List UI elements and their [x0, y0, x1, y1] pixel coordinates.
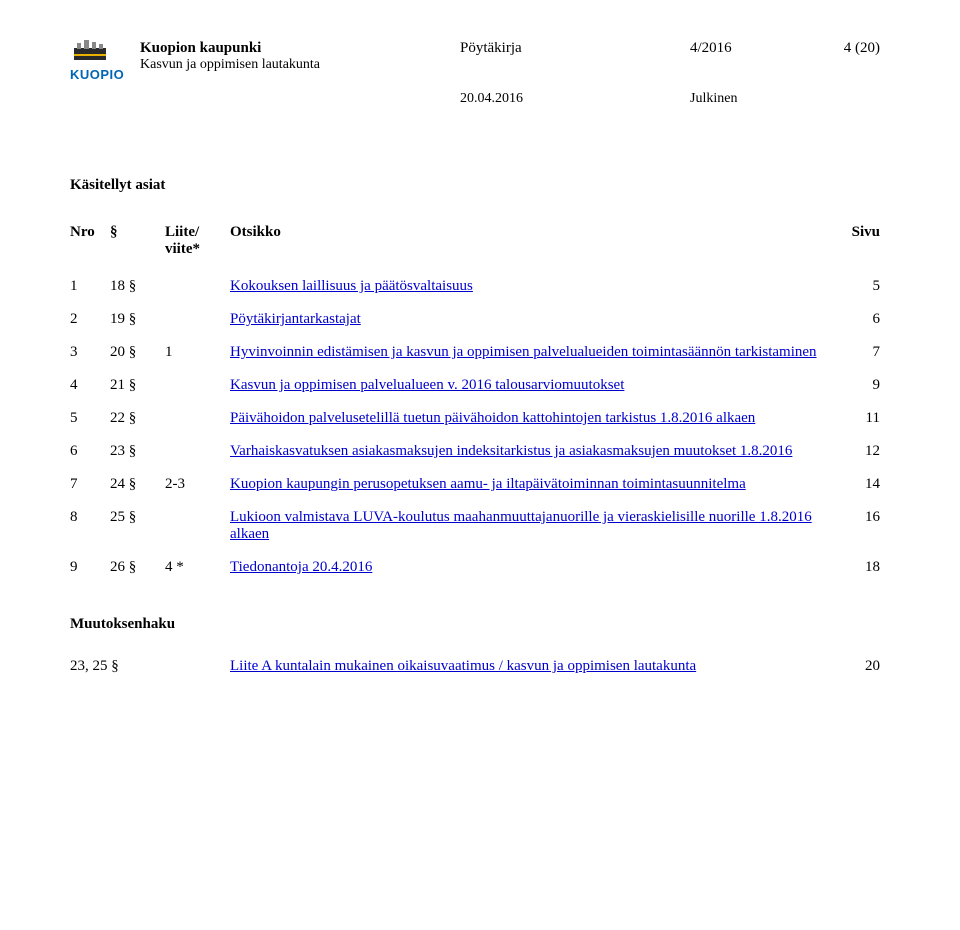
section-heading: Käsitellyt asiat: [70, 177, 880, 194]
item-page: 12: [830, 443, 880, 460]
table-row: 118 § Kokouksen laillisuus ja päätösvalta…: [70, 278, 880, 295]
item-link[interactable]: Pöytäkirjantarkastajat: [230, 311, 361, 327]
item-liite: 2-3: [165, 476, 230, 493]
col-liite: Liite/ viite*: [165, 224, 230, 258]
doc-type: Pöytäkirja: [460, 40, 690, 57]
item-section: 26 §: [110, 559, 165, 576]
item-page: 11: [830, 410, 880, 427]
item-title: Kokouksen laillisuus ja päätösvaltaisuus: [230, 278, 830, 295]
doc-public: Julkinen: [690, 91, 737, 107]
page-number: 4 (20): [780, 40, 880, 57]
item-section: 23 §: [110, 443, 165, 460]
muutos-page: 20: [830, 658, 880, 675]
org-subtitle: Kasvun ja oppimisen lautakunta: [140, 57, 880, 73]
item-nro: 4: [70, 377, 110, 394]
item-title: Kasvun ja oppimisen palvelualueen v. 201…: [230, 377, 830, 394]
item-link[interactable]: Lukioon valmistava LUVA-koulutus maahanm…: [230, 509, 812, 542]
item-page: 5: [830, 278, 880, 295]
item-nro: 8: [70, 509, 110, 526]
item-page: 9: [830, 377, 880, 394]
item-link[interactable]: Hyvinvoinnin edistämisen ja kasvun ja op…: [230, 344, 817, 360]
col-sec: §: [110, 224, 165, 258]
item-nro: 2: [70, 311, 110, 328]
item-liite: 4 *: [165, 559, 230, 576]
item-section: 25 §: [110, 509, 165, 526]
item-page: 6: [830, 311, 880, 328]
item-link[interactable]: Varhaiskasvatuksen asiakasmaksujen indek…: [230, 443, 792, 459]
table-row: 926 §4 *Tiedonantoja 20.4.2016 18: [70, 559, 880, 576]
item-nro: 1: [70, 278, 110, 295]
item-section: 18 §: [110, 278, 165, 295]
item-title: Päivähoidon palvelusetelillä tuetun päiv…: [230, 410, 830, 427]
table-header: Nro § Liite/ viite* Otsikko Sivu: [70, 224, 880, 258]
item-section: 22 §: [110, 410, 165, 427]
doc-date: 20.04.2016: [460, 91, 690, 107]
item-link[interactable]: Kasvun ja oppimisen palvelualueen v. 201…: [230, 377, 624, 393]
muutos-ref: 23, 25 §: [70, 658, 230, 675]
col-sivu: Sivu: [830, 224, 880, 258]
item-page: 14: [830, 476, 880, 493]
item-title: Lukioon valmistava LUVA-koulutus maahanm…: [230, 509, 830, 543]
header: KUOPIO Kuopion kaupunki Pöytäkirja 4/201…: [70, 40, 880, 107]
table-row: 825 § Lukioon valmistava LUVA-koulutus ma…: [70, 509, 880, 543]
table-row: 421 § Kasvun ja oppimisen palvelualueen v…: [70, 377, 880, 394]
table-row: 623 § Varhaiskasvatuksen asiakasmaksujen …: [70, 443, 880, 460]
item-liite: 1: [165, 344, 230, 361]
logo-text: KUOPIO: [70, 67, 120, 82]
item-link[interactable]: Kuopion kaupungin perusopetuksen aamu- j…: [230, 476, 746, 492]
org-name: Kuopion kaupunki: [140, 40, 460, 57]
muutoksenhaku-row: 23, 25 § Liite A kuntalain mukainen oika…: [70, 658, 880, 675]
item-title: Hyvinvoinnin edistämisen ja kasvun ja op…: [230, 344, 830, 361]
item-nro: 3: [70, 344, 110, 361]
logo: KUOPIO: [70, 40, 120, 82]
item-link[interactable]: Kokouksen laillisuus ja päätösvaltaisuus: [230, 278, 473, 294]
col-title: Otsikko: [230, 224, 830, 258]
item-nro: 7: [70, 476, 110, 493]
item-title: Tiedonantoja 20.4.2016: [230, 559, 830, 576]
muutos-link[interactable]: Liite A kuntalain mukainen oikaisuvaatim…: [230, 658, 696, 674]
item-link[interactable]: Päivähoidon palvelusetelillä tuetun päiv…: [230, 410, 755, 426]
doc-number: 4/2016: [690, 40, 780, 57]
table-row: 219 § Pöytäkirjantarkastajat 6: [70, 311, 880, 328]
table-row: 724 §2-3Kuopion kaupungin perusopetuksen…: [70, 476, 880, 493]
table-row: 522 § Päivähoidon palvelusetelillä tuetun…: [70, 410, 880, 427]
muutoksenhaku-heading: Muutoksenhaku: [70, 616, 880, 633]
col-nro: Nro: [70, 224, 110, 258]
item-page: 16: [830, 509, 880, 526]
item-nro: 9: [70, 559, 110, 576]
items-list: 118 §Kokouksen laillisuus ja päätösvalta…: [70, 278, 880, 576]
crest-icon: [74, 40, 106, 60]
item-nro: 6: [70, 443, 110, 460]
muutos-title: Liite A kuntalain mukainen oikaisuvaatim…: [230, 658, 830, 675]
item-section: 21 §: [110, 377, 165, 394]
item-page: 7: [830, 344, 880, 361]
item-nro: 5: [70, 410, 110, 427]
item-page: 18: [830, 559, 880, 576]
item-title: Pöytäkirjantarkastajat: [230, 311, 830, 328]
item-title: Kuopion kaupungin perusopetuksen aamu- j…: [230, 476, 830, 493]
item-section: 19 §: [110, 311, 165, 328]
item-section: 20 §: [110, 344, 165, 361]
item-link[interactable]: Tiedonantoja 20.4.2016: [230, 559, 372, 575]
table-row: 320 §1Hyvinvoinnin edistämisen ja kasvun…: [70, 344, 880, 361]
item-section: 24 §: [110, 476, 165, 493]
item-title: Varhaiskasvatuksen asiakasmaksujen indek…: [230, 443, 830, 460]
